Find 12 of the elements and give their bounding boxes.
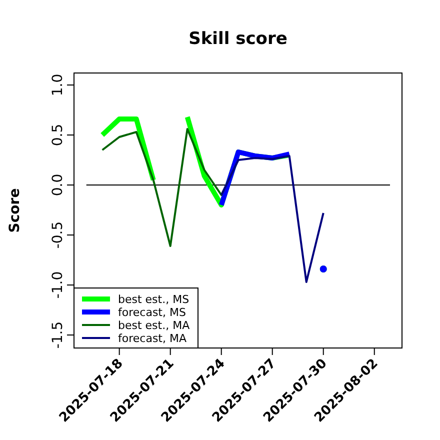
y-tick-label: -0.5 [50, 221, 66, 249]
y-tick-label: 1.0 [50, 74, 66, 96]
y-axis-title: Score [7, 188, 23, 233]
legend-label: forecast, MS [118, 306, 186, 319]
y-tick-label: -1.5 [50, 321, 66, 349]
legend-label: best est., MS [118, 293, 190, 306]
y-tick-label: -1.0 [50, 271, 66, 299]
legend-label: forecast, MA [118, 332, 187, 345]
y-tick-label: 0.5 [50, 124, 66, 146]
chart-title: Skill score [188, 29, 288, 49]
legend-label: best est., MA [118, 319, 190, 332]
y-tick-label: 0.0 [50, 174, 66, 196]
